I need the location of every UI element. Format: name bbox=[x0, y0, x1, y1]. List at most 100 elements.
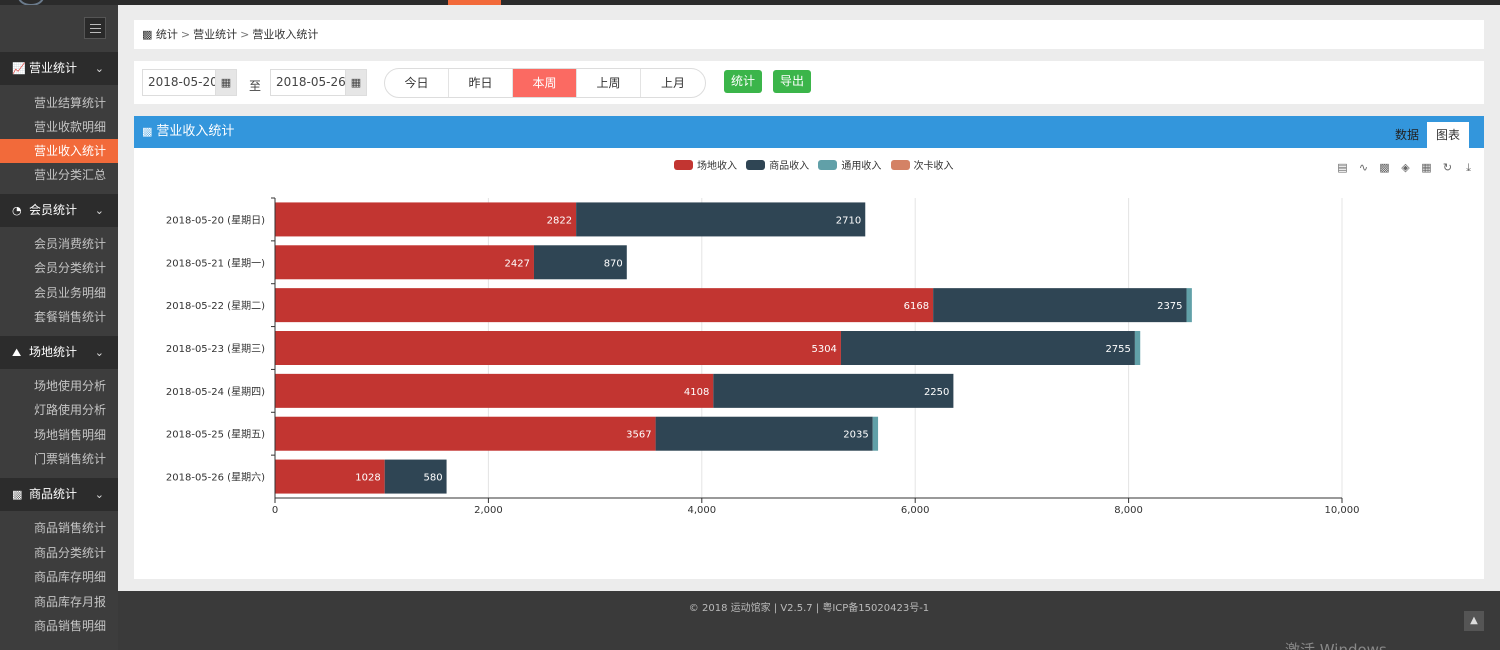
top-accent bbox=[448, 0, 501, 5]
breadcrumb-item[interactable]: 统计 bbox=[155, 28, 178, 41]
sidebar-item-venue-sales[interactable]: 场地销售明细 bbox=[34, 428, 107, 442]
y-tick-label: 2018-05-26 (星期六) bbox=[166, 472, 265, 484]
period-this-week-button[interactable]: 本周 bbox=[513, 69, 577, 97]
sidebar-item-light-usage[interactable]: 灯路使用分析 bbox=[34, 403, 107, 417]
stack-icon[interactable]: ◈ bbox=[1401, 161, 1410, 174]
bar-chart-icon: ▩ bbox=[12, 488, 23, 501]
data-label: 3567 bbox=[626, 430, 651, 441]
download-icon[interactable]: ⤓ bbox=[1466, 161, 1471, 174]
sidebar-item-receipts[interactable]: 营业收款明细 bbox=[34, 120, 107, 134]
calendar-icon[interactable]: ▦ bbox=[215, 70, 236, 95]
data-label: 2250 bbox=[924, 387, 949, 398]
line-chart-icon: 📈 bbox=[12, 62, 26, 75]
sidebar-item-goods-category[interactable]: 商品分类统计 bbox=[34, 546, 107, 560]
legend-swatch bbox=[818, 160, 838, 170]
sidebar-item-ticket-sales[interactable]: 门票销售统计 bbox=[34, 452, 107, 466]
revenue-chart: 2822 2710 2018-05-20 (星期日) 2427 870 2018-05-2… bbox=[166, 197, 1360, 516]
sidebar-item-venue-usage[interactable]: 场地使用分析 bbox=[34, 379, 107, 393]
bar-chart-icon[interactable]: ▩ bbox=[1379, 161, 1390, 174]
legend-label: 商品收入 bbox=[769, 161, 810, 172]
sidebar-item-package-sales[interactable]: 套餐销售统计 bbox=[34, 310, 107, 324]
sidebar: 📈 营业统计 ⌄ 营业结算统计 营业收款明细 营业收入统计 营业分类汇总 ◔ 会员统… bbox=[0, 5, 118, 650]
tab-chart[interactable]: 图表 bbox=[1427, 122, 1470, 148]
chart-legend: 场地收入 商品收入 通用收入 次卡收入 bbox=[674, 160, 954, 174]
data-label: 5304 bbox=[811, 344, 836, 355]
sidebar-group-member[interactable]: ◔ 会员统计 ⌄ bbox=[0, 194, 118, 227]
bar-segment bbox=[576, 202, 866, 237]
bar-segment bbox=[840, 331, 1135, 365]
bar-segment bbox=[1134, 331, 1141, 365]
chevron-down-icon: ⌄ bbox=[94, 62, 104, 75]
legend-item[interactable]: 商品收入 bbox=[746, 160, 810, 172]
sidebar-item-member-business[interactable]: 会员业务明细 bbox=[34, 286, 107, 300]
pie-chart-icon: ◔ bbox=[12, 204, 22, 217]
legend-item[interactable]: 场地收入 bbox=[674, 160, 737, 172]
legend-swatch bbox=[890, 160, 910, 170]
sidebar-item-settlement[interactable]: 营业结算统计 bbox=[34, 96, 107, 110]
sidebar-item-goods-stock-monthly[interactable]: 商品库存月报 bbox=[34, 595, 107, 609]
breadcrumb-current: 营业收入统计 bbox=[252, 28, 319, 41]
period-last-week-button[interactable]: 上周 bbox=[577, 69, 641, 97]
bar-segment bbox=[384, 459, 447, 494]
period-yesterday-button[interactable]: 昨日 bbox=[449, 69, 513, 97]
footer-text: © 2018 运动馆家 | V2.5.7 | 粤ICP备15020423号-1 bbox=[688, 603, 930, 614]
bar-chart-icon: ▩ bbox=[142, 28, 153, 41]
end-date-value: 2018-05-26 bbox=[276, 75, 346, 89]
legend-label: 通用收入 bbox=[841, 161, 882, 172]
tab-data[interactable]: 数据 bbox=[1395, 128, 1420, 142]
menu-toggle-icon[interactable] bbox=[84, 17, 106, 39]
calendar-icon[interactable]: ▦ bbox=[345, 70, 366, 95]
bar-segment bbox=[713, 373, 954, 408]
breadcrumb-item[interactable]: 营业统计 bbox=[193, 28, 238, 41]
tiled-icon[interactable]: ▦ bbox=[1421, 161, 1432, 174]
sidebar-group-goods[interactable]: ▩ 商品统计 ⌄ bbox=[0, 478, 118, 511]
x-tick-label: 2,000 bbox=[474, 505, 503, 516]
y-tick-label: 2018-05-23 (星期三) bbox=[166, 343, 265, 355]
data-label: 2427 bbox=[505, 258, 530, 269]
data-label: 2822 bbox=[547, 215, 572, 226]
chevron-down-icon: ⌄ bbox=[94, 346, 104, 359]
y-tick-label: 2018-05-20 (星期日) bbox=[166, 214, 265, 226]
data-label: 2710 bbox=[836, 215, 861, 226]
sidebar-item-goods-sales[interactable]: 商品销售统计 bbox=[34, 521, 107, 535]
end-date-input[interactable]: 2018-05-26 ▦ bbox=[270, 69, 367, 96]
start-date-value: 2018-05-20 bbox=[148, 75, 218, 89]
sidebar-group-business[interactable]: 📈 营业统计 ⌄ bbox=[0, 52, 118, 85]
legend-item[interactable]: 通用收入 bbox=[818, 160, 882, 172]
sidebar-item-category-summary[interactable]: 营业分类汇总 bbox=[34, 168, 107, 182]
footer: © 2018 运动馆家 | V2.5.7 | 粤ICP备15020423号-1 … bbox=[118, 591, 1500, 650]
y-tick-label: 2018-05-24 (星期四) bbox=[166, 386, 265, 398]
period-today-button[interactable]: 今日 bbox=[385, 69, 449, 97]
chevron-down-icon: ⌄ bbox=[94, 488, 104, 501]
chevron-down-icon: ⌄ bbox=[94, 204, 104, 217]
data-view-icon[interactable]: ▤ bbox=[1337, 161, 1348, 174]
bar-segment bbox=[275, 373, 714, 408]
sidebar-item-revenue[interactable]: 营业收入统计 bbox=[0, 139, 118, 163]
legend-label: 场地收入 bbox=[697, 161, 737, 172]
bar-segment bbox=[275, 416, 656, 451]
back-to-top-icon[interactable]: ▲ bbox=[1464, 611, 1484, 631]
bar-chart-icon: ▩ bbox=[142, 125, 153, 138]
export-button[interactable]: 导出 bbox=[773, 70, 812, 93]
legend-item[interactable]: 次卡收入 bbox=[890, 160, 954, 172]
x-tick-label: 10,000 bbox=[1325, 505, 1360, 516]
y-tick-label: 2018-05-25 (星期五) bbox=[166, 429, 265, 441]
bar-segment bbox=[933, 288, 1187, 323]
bar-segment bbox=[655, 416, 873, 451]
line-chart-icon[interactable]: ∿ bbox=[1358, 161, 1369, 174]
sidebar-item-member-category[interactable]: 会员分类统计 bbox=[34, 261, 107, 275]
revenue-panel: ▩ 营业收入统计 数据 图表 场地收入 商品收入 通用收入 次卡收入 ▤ ∿ ▩ … bbox=[134, 116, 1484, 579]
bar-segment bbox=[275, 202, 577, 237]
data-label: 6168 bbox=[904, 301, 929, 312]
sidebar-item-member-consumption[interactable]: 会员消费统计 bbox=[34, 237, 107, 251]
sidebar-item-goods-stock[interactable]: 商品库存明细 bbox=[34, 570, 107, 584]
sidebar-group-venue[interactable]: ⛰ 场地统计 ⌄ bbox=[0, 336, 118, 369]
legend-swatch bbox=[746, 160, 766, 170]
period-last-month-button[interactable]: 上月 bbox=[660, 76, 685, 90]
sidebar-item-goods-sales-detail[interactable]: 商品销售明细 bbox=[34, 619, 107, 633]
windows-watermark: 激活 Windows bbox=[1285, 641, 1387, 650]
stat-button[interactable]: 统计 bbox=[724, 70, 763, 93]
start-date-input[interactable]: 2018-05-20 ▦ bbox=[142, 69, 237, 96]
sidebar-group-label: 营业统计 bbox=[29, 61, 78, 75]
restore-icon[interactable]: ↻ bbox=[1442, 161, 1453, 174]
